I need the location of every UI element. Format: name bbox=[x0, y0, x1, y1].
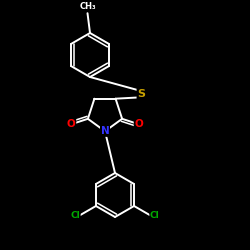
Text: O: O bbox=[67, 119, 76, 129]
Text: N: N bbox=[100, 126, 110, 136]
Text: S: S bbox=[137, 89, 145, 99]
Text: CH₃: CH₃ bbox=[79, 2, 96, 12]
Text: Cl: Cl bbox=[70, 211, 80, 220]
Text: O: O bbox=[134, 119, 143, 129]
Text: Cl: Cl bbox=[150, 211, 160, 220]
